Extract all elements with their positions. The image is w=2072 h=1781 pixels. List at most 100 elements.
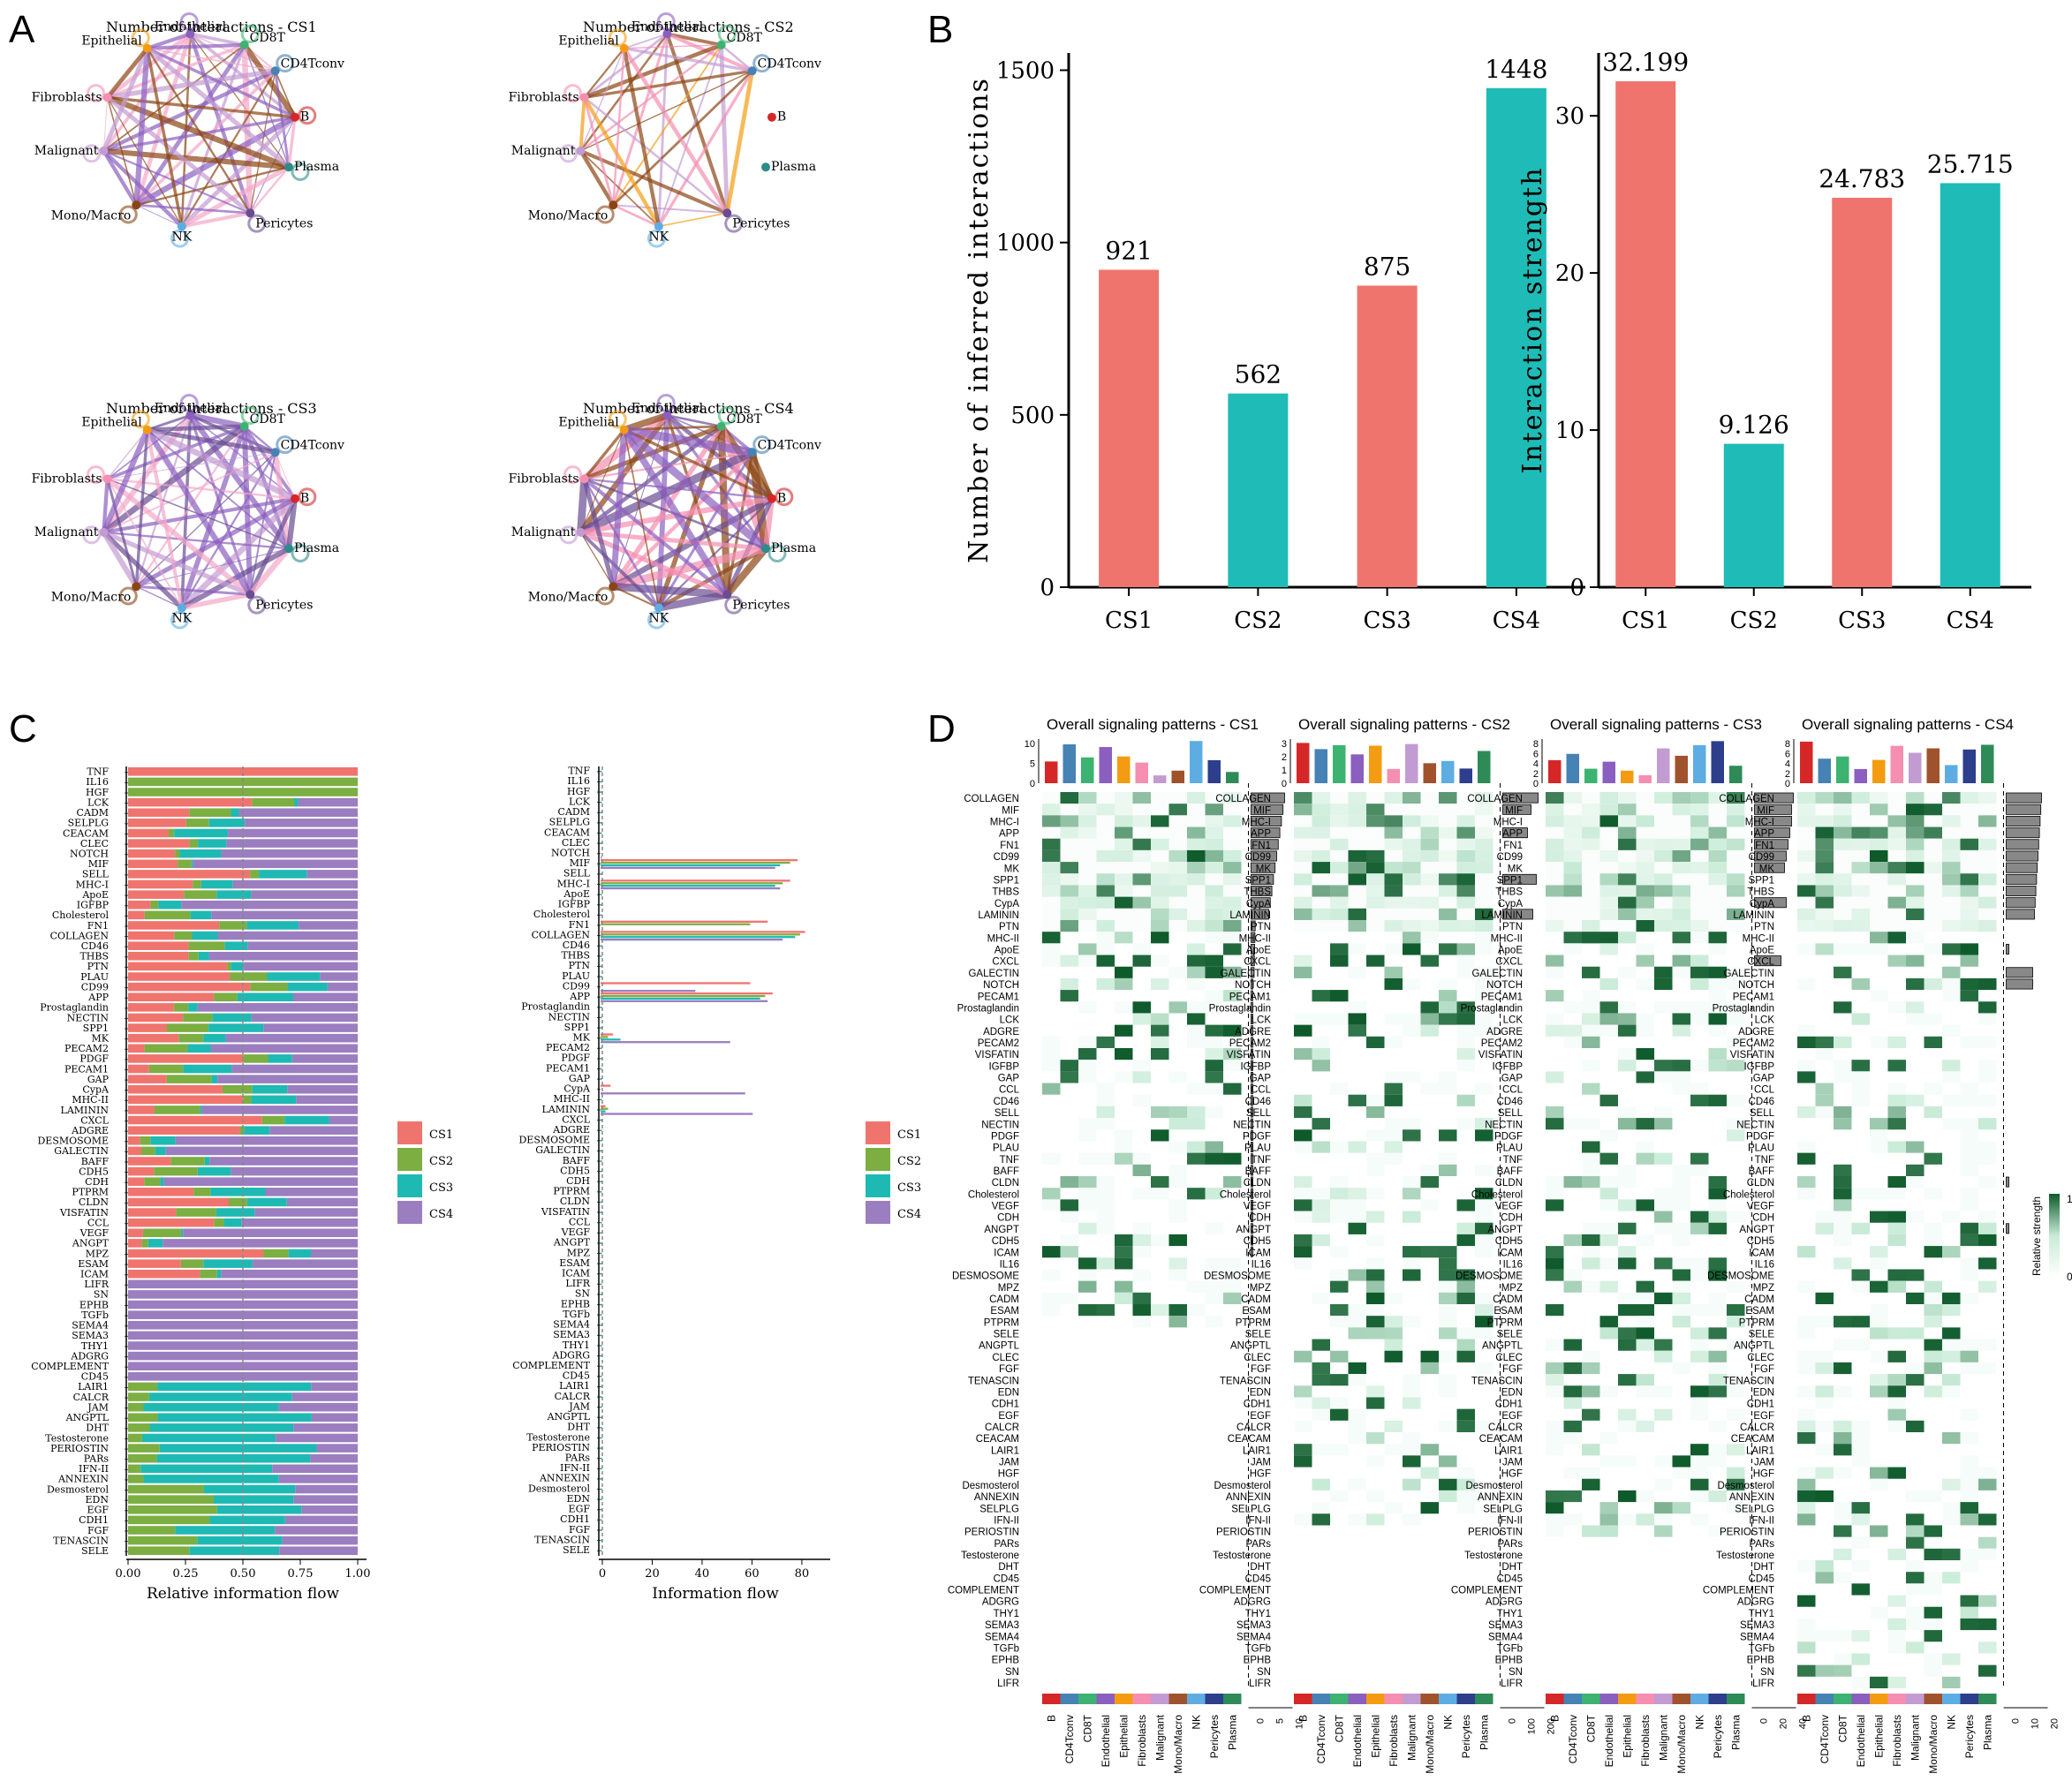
legend-label: CS1 xyxy=(897,1128,921,1142)
flow-segment xyxy=(306,870,358,879)
heatmap-cell xyxy=(1654,1455,1673,1468)
flow-bar xyxy=(601,872,602,875)
network-self-loop xyxy=(724,214,744,233)
heatmap-cell xyxy=(1654,838,1673,850)
network-node-label: Mono/Macro xyxy=(51,590,132,604)
heatmap-cell xyxy=(1115,1246,1133,1258)
pathway-label: MHC-I xyxy=(76,879,109,890)
pathway-label: LAIR1 xyxy=(559,1380,590,1392)
heatmap-cell xyxy=(1546,920,1564,932)
heatmap-cell xyxy=(1582,1001,1600,1014)
heatmap-cell xyxy=(1960,1455,1978,1468)
heatmap-cell xyxy=(1187,1036,1206,1048)
heatmap-row-label: LIFR xyxy=(1752,1679,1774,1689)
heatmap-row-label: VISFATIN xyxy=(1227,1050,1271,1060)
heatmap-cell xyxy=(1294,966,1312,978)
legend-label: CS3 xyxy=(897,1181,921,1195)
pathway-label: PERIOSTIN xyxy=(532,1442,590,1453)
heatmap-cell xyxy=(1168,1211,1187,1223)
top-tick-label: 5 xyxy=(1030,759,1035,770)
heatmap-cell xyxy=(1132,849,1151,863)
heatmap-cell xyxy=(1582,1141,1600,1153)
heatmap-cell xyxy=(1205,862,1223,874)
heatmap-row-label: CDH5 xyxy=(1747,1236,1774,1247)
heatmap-row-label: GALECTIN xyxy=(1220,969,1271,979)
network-edge xyxy=(612,544,768,591)
heatmap-cell xyxy=(1546,990,1564,1002)
heatmap-cell xyxy=(1599,1094,1618,1106)
heatmap-row-label: CD46 xyxy=(994,1097,1019,1107)
heatmap-row-label: Cholesterol xyxy=(968,1189,1019,1200)
heatmap-cell xyxy=(1546,955,1564,967)
heatmap-cell xyxy=(1727,1502,1745,1514)
heatmap-cell xyxy=(1654,1525,1673,1537)
heatmap-cell xyxy=(1727,885,1745,897)
column-color xyxy=(1942,1694,1961,1704)
heatmap-row-label: EPHB xyxy=(1747,1656,1775,1666)
heatmap-cell xyxy=(1330,1211,1349,1223)
network-edge xyxy=(580,530,767,551)
heatmap-cell xyxy=(1384,804,1403,816)
pathway-label: PECAM2 xyxy=(546,1042,590,1053)
heatmap-cell xyxy=(1078,1036,1097,1048)
heatmap-cell xyxy=(1348,1013,1366,1025)
top-bar xyxy=(1800,741,1813,783)
heatmap-cell xyxy=(1960,908,1978,920)
heatmap-cell xyxy=(1205,885,1223,897)
heatmap-row-label: EDN xyxy=(1501,1387,1523,1398)
heatmap-cell xyxy=(1924,838,1942,850)
heatmap-cell xyxy=(1582,849,1600,863)
heatmap-row-label: CypA xyxy=(994,899,1019,909)
heatmap-cell xyxy=(1132,896,1151,909)
heatmap-row-label: TGFb xyxy=(1245,1643,1271,1654)
heatmap-row-label: CXCL xyxy=(992,957,1019,968)
flow-segment xyxy=(221,849,358,858)
network-self-loop xyxy=(240,25,260,44)
heatmap-cell xyxy=(1475,990,1494,1002)
heatmap-cell xyxy=(1546,1106,1564,1119)
heatmap-cell xyxy=(1330,826,1349,839)
heatmap-cell xyxy=(1960,1432,1978,1445)
heatmap-col-label: CD4Tconv xyxy=(1063,1715,1076,1763)
heatmap-cell xyxy=(1654,804,1673,816)
flow-segment xyxy=(301,1505,358,1514)
heatmap-cell xyxy=(1223,1176,1242,1189)
heatmap-row-label: NECTIN xyxy=(1485,1120,1523,1130)
flow-segment xyxy=(263,1023,358,1032)
heatmap-cell xyxy=(1978,1618,1997,1631)
heatmap-cell xyxy=(1403,1188,1421,1200)
top-bar xyxy=(1387,768,1400,783)
panel-label-a: A xyxy=(9,8,35,51)
heatmap-cell xyxy=(1815,1316,1834,1328)
heatmap-cell xyxy=(1851,1269,1870,1281)
heatmap-cell xyxy=(1942,1374,1961,1386)
pathway-label: CADM xyxy=(77,807,109,819)
heatmap-cell xyxy=(1834,1572,1852,1584)
network-node xyxy=(290,112,299,122)
heatmap-cell xyxy=(1348,1513,1366,1526)
heatmap-col-label: Plasma xyxy=(1729,1715,1742,1750)
heatmap-cell xyxy=(1942,1071,1961,1083)
heatmap-cell xyxy=(1924,1013,1942,1025)
side-tick-label: 100 xyxy=(1527,1718,1538,1734)
network-edge xyxy=(609,429,628,587)
flow-segment xyxy=(247,941,358,950)
top-tick-label: 1 xyxy=(1282,766,1287,776)
heatmap-cell xyxy=(1906,1513,1925,1526)
heatmap-col-label: Epithelial xyxy=(1369,1715,1381,1758)
heatmap-row-label: DHT xyxy=(998,1562,1019,1573)
heatmap-cell xyxy=(1456,862,1475,874)
heatmap-row-label: CADM xyxy=(1744,1294,1774,1305)
heatmap-cell xyxy=(1942,862,1961,874)
top-bar xyxy=(1602,761,1615,783)
network-node-label: CD8T xyxy=(250,412,286,426)
flow-segment xyxy=(287,1084,358,1094)
heatmap-cell xyxy=(1690,1211,1709,1223)
heatmap-cell xyxy=(1906,1374,1925,1386)
heatmap-cell xyxy=(1654,1350,1673,1362)
heatmap-cell xyxy=(1582,1164,1600,1176)
heatmap-cell xyxy=(1924,1350,1942,1362)
heatmap-col-label: Epithelial xyxy=(1872,1715,1885,1758)
network-edge xyxy=(584,69,752,100)
flow-bar xyxy=(601,1047,602,1050)
